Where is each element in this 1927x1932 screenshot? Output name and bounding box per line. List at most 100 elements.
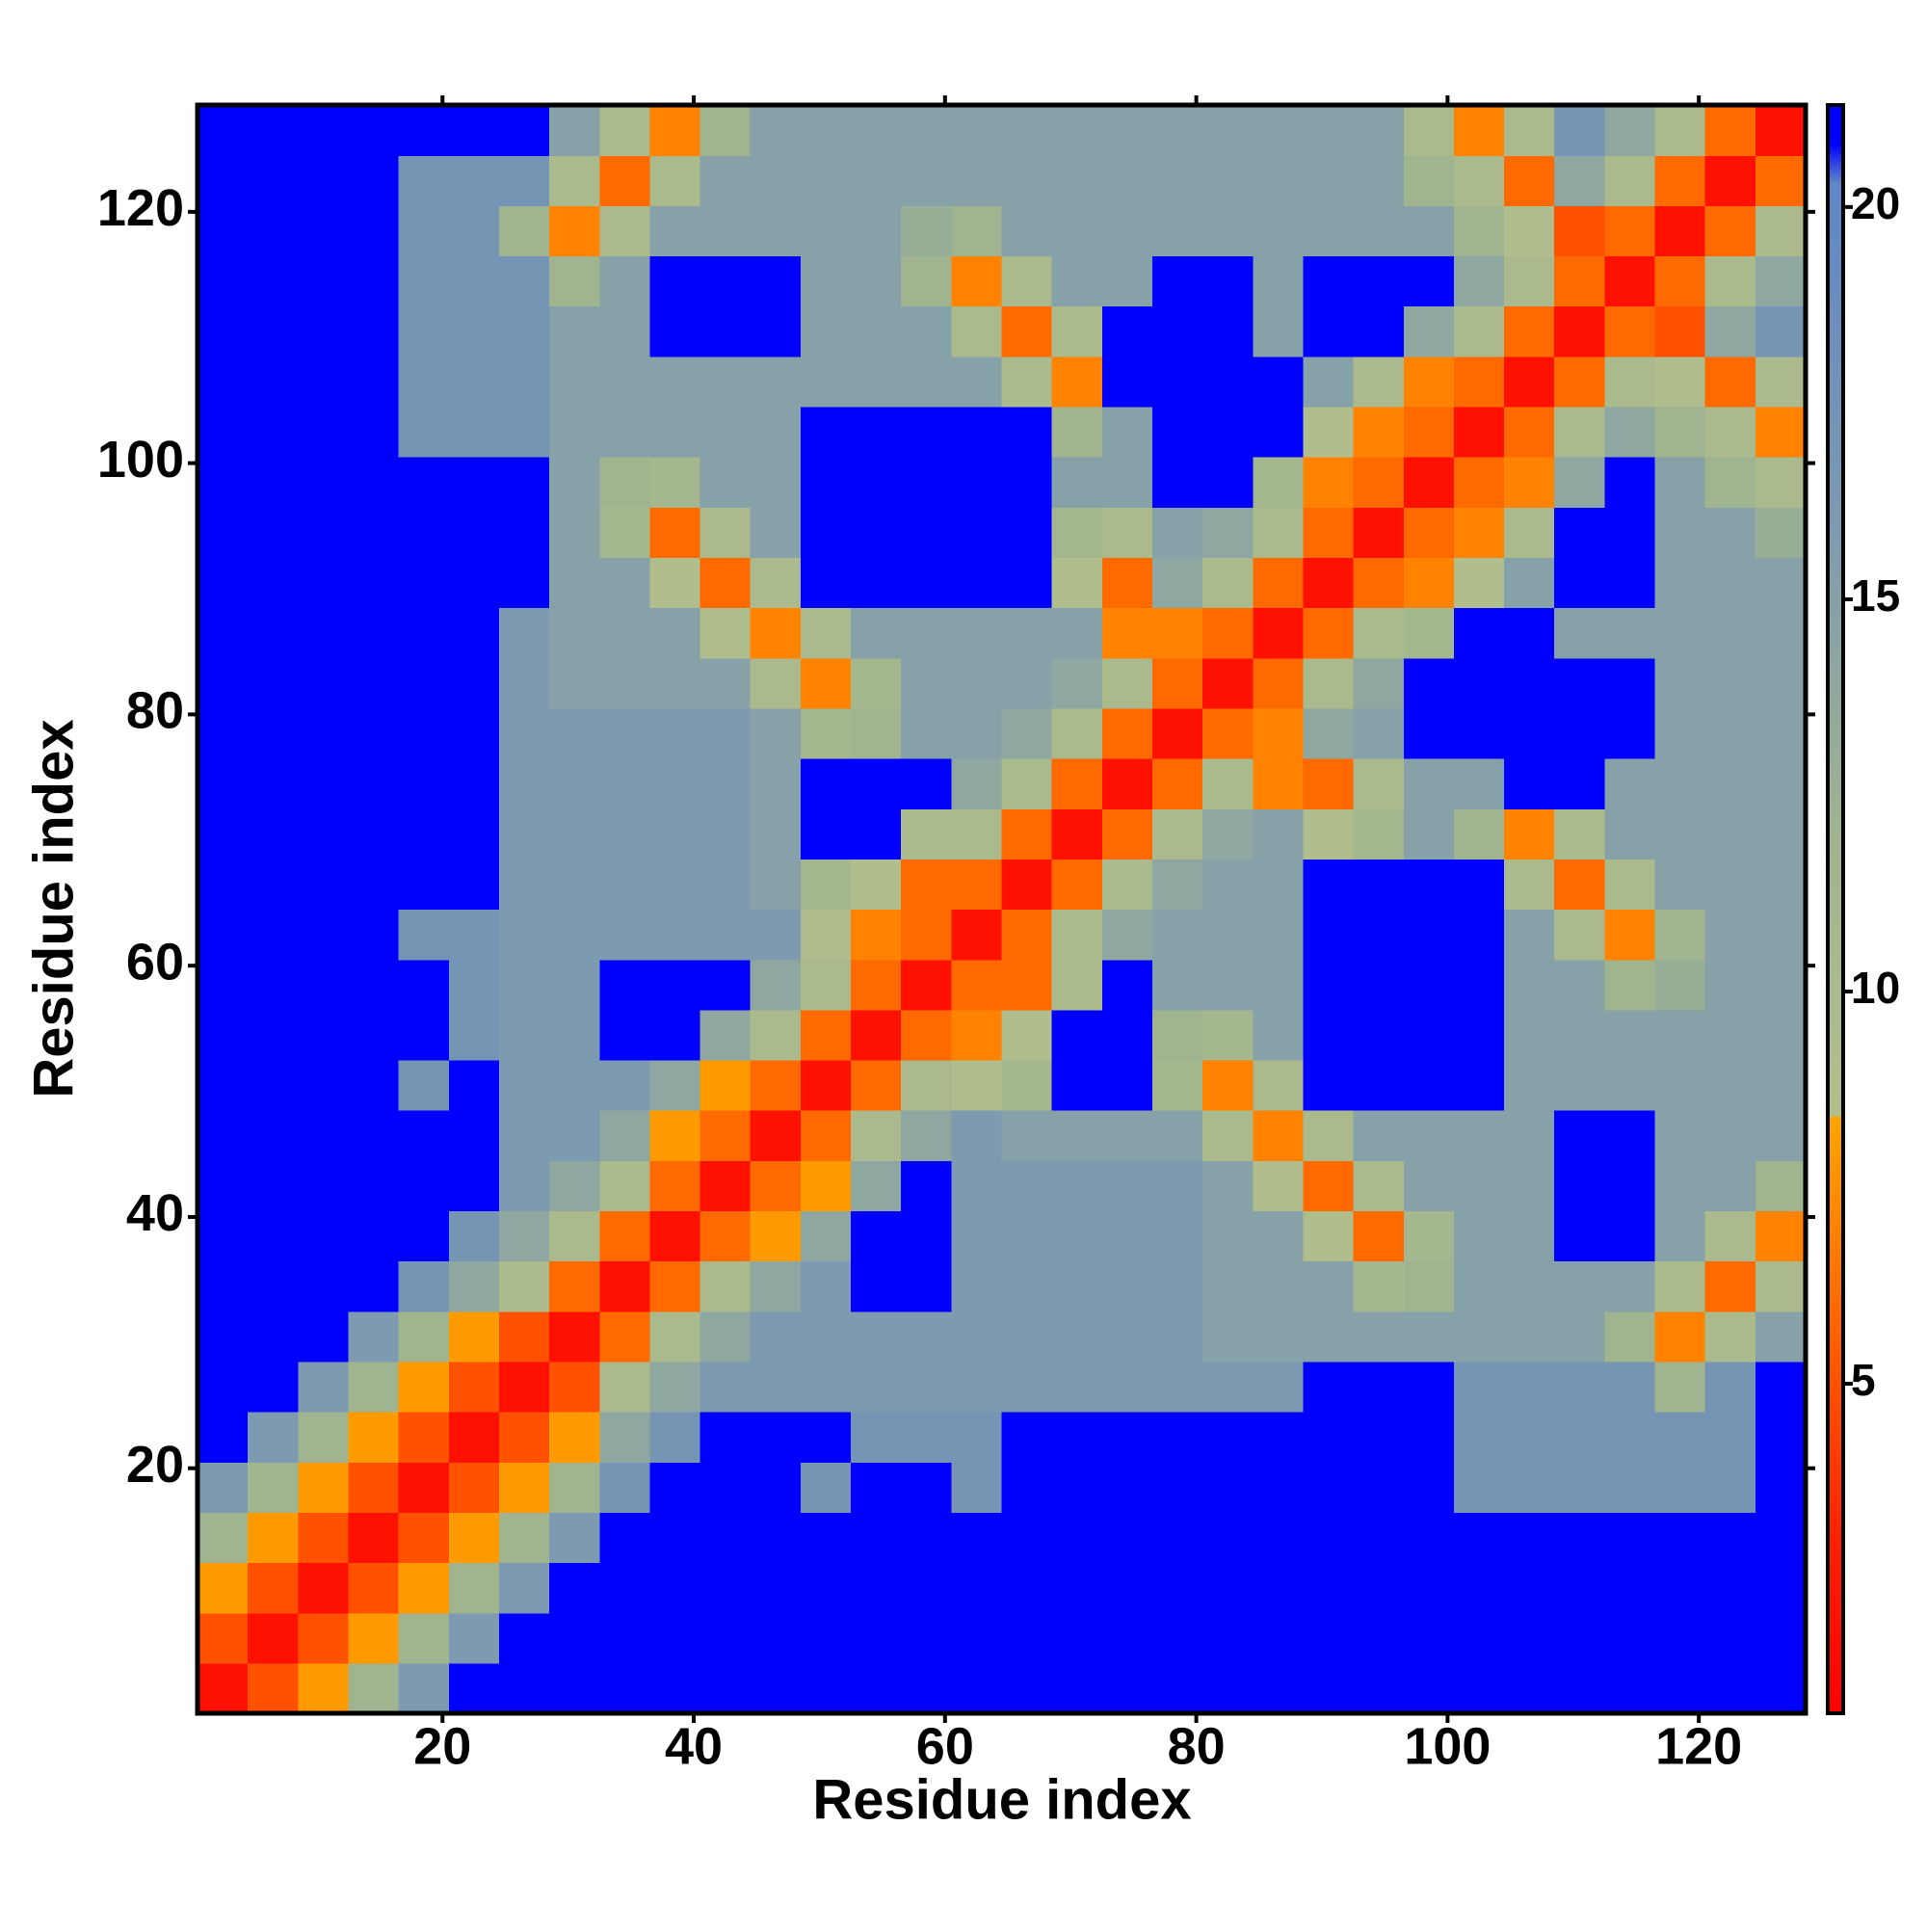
heatmap-cell <box>198 1662 249 1714</box>
heatmap-cell <box>498 1512 550 1564</box>
heatmap-cell <box>549 155 600 206</box>
heatmap-cell <box>298 205 350 257</box>
heatmap-cell <box>1253 808 1305 860</box>
heatmap-cell <box>1353 959 1405 1011</box>
heatmap-cell <box>498 457 550 508</box>
heatmap-cell <box>1202 1110 1254 1161</box>
heatmap-cell <box>750 1512 802 1564</box>
heatmap-cell <box>800 1662 852 1714</box>
heatmap-cell <box>498 1160 550 1212</box>
heatmap-cell <box>1303 507 1355 559</box>
heatmap-cell <box>1403 356 1455 408</box>
heatmap-cell <box>448 1562 500 1614</box>
heatmap-cell <box>1101 507 1153 559</box>
heatmap-cell <box>398 1562 450 1614</box>
heatmap-cell <box>750 406 802 458</box>
heatmap-cell <box>448 1310 500 1363</box>
heatmap-cell <box>1755 808 1807 860</box>
heatmap-cell <box>700 356 752 408</box>
heatmap-cell <box>1202 1512 1254 1564</box>
heatmap-cell <box>1504 105 1555 156</box>
heatmap-cell <box>1051 808 1103 860</box>
heatmap-cell <box>1504 959 1555 1011</box>
heatmap-cell <box>1755 707 1807 759</box>
heatmap-cell <box>599 255 651 307</box>
colorbar-tick-label: 20 <box>1851 178 1900 228</box>
heatmap-cell <box>1604 1009 1656 1061</box>
heatmap-cell <box>599 808 651 860</box>
heatmap-cell <box>800 305 852 357</box>
heatmap-cell <box>248 1562 299 1614</box>
heatmap-cell <box>1554 305 1605 357</box>
heatmap-cell <box>549 1512 600 1564</box>
heatmap-cell <box>298 1210 350 1262</box>
heatmap-cell <box>1253 1059 1305 1111</box>
heatmap-cell <box>1504 1310 1555 1363</box>
heatmap-cell <box>1151 758 1203 809</box>
heatmap-cell <box>498 255 550 307</box>
heatmap-cell <box>1253 1009 1305 1061</box>
heatmap-cell <box>198 1059 249 1111</box>
heatmap-cell <box>1755 909 1807 961</box>
heatmap-cell <box>649 1512 701 1564</box>
heatmap-cell <box>1453 707 1505 759</box>
heatmap-cell <box>851 859 902 911</box>
heatmap-cell <box>1453 305 1505 357</box>
heatmap-cell <box>498 305 550 357</box>
heatmap-cell <box>348 1110 400 1161</box>
heatmap-cell <box>901 859 952 911</box>
heatmap-cell <box>951 1412 1003 1463</box>
colorbar-tick-label: 10 <box>1851 963 1900 1013</box>
heatmap-cell <box>1604 406 1656 458</box>
heatmap-cell <box>398 1009 450 1061</box>
heatmap-cell <box>800 1110 852 1161</box>
heatmap-cell <box>248 1160 299 1212</box>
heatmap-cell <box>1253 205 1305 257</box>
heatmap-cell <box>951 105 1003 156</box>
heatmap-cell <box>1151 1512 1203 1564</box>
heatmap-cell <box>448 205 500 257</box>
heatmap-cell <box>901 105 952 156</box>
heatmap-cell <box>1604 1160 1656 1212</box>
heatmap-cell <box>800 155 852 206</box>
heatmap-cell <box>750 1361 802 1413</box>
heatmap-cell <box>1504 1512 1555 1564</box>
heatmap-cell <box>1604 1361 1656 1413</box>
heatmap-cell <box>498 1310 550 1363</box>
heatmap-cell <box>1453 557 1505 609</box>
heatmap-cell <box>1755 959 1807 1011</box>
heatmap-cell <box>700 1310 752 1363</box>
heatmap-cell <box>1755 305 1807 357</box>
heatmap-cell <box>248 1210 299 1262</box>
heatmap-cell <box>298 1110 350 1161</box>
heatmap-cell <box>599 1462 651 1513</box>
heatmap-cell <box>951 607 1003 659</box>
heatmap-cell <box>750 356 802 408</box>
heatmap-cell <box>1253 959 1305 1011</box>
heatmap-cell <box>1001 758 1053 809</box>
colorbar-tick-label: 5 <box>1851 1355 1876 1405</box>
heatmap-cell <box>448 1059 500 1111</box>
heatmap-cell <box>1202 859 1254 911</box>
heatmap-cell <box>1554 607 1605 659</box>
heatmap-cell <box>700 1512 752 1564</box>
heatmap-cell <box>549 1462 600 1513</box>
heatmap-cell <box>1253 758 1305 809</box>
heatmap-cell <box>1202 1009 1254 1061</box>
heatmap-cell <box>750 255 802 307</box>
heatmap-cell <box>851 1210 902 1262</box>
heatmap-cell <box>1051 255 1103 307</box>
heatmap-cell <box>1253 657 1305 709</box>
heatmap-cell <box>851 1512 902 1564</box>
heatmap-cell <box>248 657 299 709</box>
heatmap-cell <box>1151 1059 1203 1111</box>
heatmap-cell <box>498 959 550 1011</box>
heatmap-cell <box>1051 1110 1103 1161</box>
heatmap-cell <box>1353 1612 1405 1664</box>
heatmap-cell <box>1755 155 1807 206</box>
heatmap-cell <box>198 255 249 307</box>
heatmap-cell <box>599 758 651 809</box>
heatmap-cell <box>649 1412 701 1463</box>
heatmap-cell <box>1051 155 1103 206</box>
heatmap-cell <box>1654 657 1706 709</box>
